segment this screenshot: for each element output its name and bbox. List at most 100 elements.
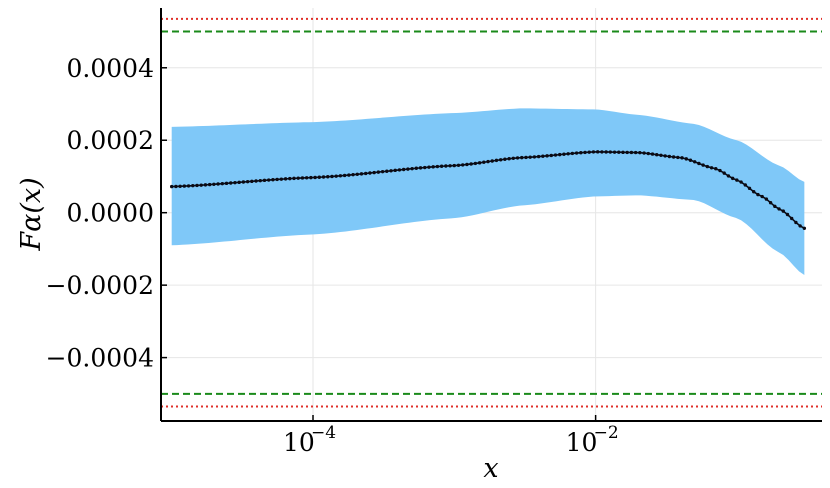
central-value-point: [191, 183, 195, 188]
central-value-point: [182, 184, 187, 188]
central-value-point: [220, 181, 225, 186]
central-value-point: [773, 204, 777, 209]
central-value-point: [288, 176, 292, 181]
central-value-point: [279, 177, 284, 181]
central-value-point: [448, 164, 452, 168]
central-value-point: [511, 156, 516, 160]
central-value-point: [233, 180, 237, 185]
central-value-point: [532, 155, 537, 159]
central-value-point: [566, 152, 570, 156]
central-value-point: [756, 192, 760, 197]
central-value-point: [747, 186, 752, 191]
central-value-point: [245, 179, 250, 184]
central-value-point: [439, 164, 444, 168]
central-value-point: [216, 182, 220, 186]
central-value-point: [389, 169, 393, 173]
central-value-point: [423, 165, 427, 170]
central-value-point: [760, 194, 764, 199]
central-value-point: [562, 152, 566, 156]
central-value-point: [794, 220, 798, 225]
central-value-point: [659, 153, 663, 158]
central-value-point: [528, 155, 532, 159]
x-tick-label-exponent: −4: [311, 423, 336, 443]
y-tick-label: −0.0004: [46, 344, 154, 373]
central-value-point: [254, 179, 258, 183]
central-value-point: [642, 151, 646, 155]
central-value-point: [515, 156, 520, 160]
central-value-point: [385, 169, 389, 173]
central-value-point: [726, 174, 731, 178]
y-tick-label: −0.0002: [46, 271, 154, 300]
central-value-point: [250, 179, 254, 184]
central-value-point: [680, 156, 684, 160]
central-value-point: [650, 152, 655, 156]
central-value-point: [321, 175, 326, 179]
central-value-point: [397, 168, 402, 172]
central-value-point: [587, 150, 591, 154]
central-value-point: [709, 166, 714, 170]
central-value-point: [625, 150, 629, 155]
central-value-point: [604, 150, 608, 154]
central-value-point: [739, 180, 743, 184]
central-value-point: [304, 176, 309, 180]
central-value-point: [313, 175, 317, 180]
central-value-point: [541, 154, 545, 158]
central-value-point: [612, 150, 617, 154]
central-value-point: [617, 150, 621, 154]
central-value-point: [444, 164, 448, 168]
x-tick-label: 10−2: [566, 423, 619, 457]
central-value-point: [667, 154, 672, 159]
central-value-point: [553, 153, 558, 157]
central-value-point: [663, 154, 667, 158]
central-value-point: [212, 182, 216, 186]
central-value-point: [418, 166, 423, 170]
central-value-point: [600, 150, 604, 154]
central-value-point: [401, 167, 406, 172]
central-value-point: [638, 150, 642, 155]
central-value-point: [376, 170, 381, 174]
central-value-point: [452, 163, 456, 168]
central-value-point: [414, 166, 419, 170]
central-value-point: [292, 176, 296, 181]
x-tick-label-base: 10: [283, 428, 315, 457]
central-value-point: [406, 167, 410, 171]
central-value-point: [241, 180, 246, 184]
x-tick-label-base: 10: [566, 428, 598, 457]
reference-lines-layer: [161, 17, 822, 408]
central-value-point: [676, 155, 680, 160]
central-value-point: [520, 155, 524, 160]
central-value-point: [701, 163, 705, 167]
central-value-point: [646, 151, 650, 156]
central-value-point: [764, 197, 769, 201]
central-value-point: [743, 183, 747, 187]
central-value-point: [195, 183, 199, 188]
central-value-point: [536, 154, 541, 159]
central-value-point: [334, 174, 338, 178]
central-value-point: [237, 180, 241, 185]
central-value-point: [752, 190, 756, 194]
central-value-point: [777, 207, 781, 211]
central-value-point: [671, 155, 676, 159]
central-value-point: [490, 159, 494, 163]
central-value-point: [768, 201, 773, 205]
central-value-point: [621, 150, 625, 155]
central-value-point: [473, 161, 478, 166]
central-value-point: [262, 178, 267, 183]
central-value-point: [735, 178, 739, 182]
central-value-point: [789, 216, 794, 221]
central-value-point: [410, 166, 414, 171]
central-value-point: [633, 150, 638, 155]
central-value-point: [351, 172, 355, 177]
central-value-point: [326, 175, 330, 179]
central-value-point: [309, 175, 313, 180]
central-value-point: [229, 181, 233, 185]
central-value-point: [203, 183, 208, 187]
central-value-point: [595, 150, 600, 154]
central-value-point: [178, 184, 182, 188]
central-value-point: [498, 158, 503, 162]
central-value-point: [355, 172, 359, 176]
x-tick-label-exponent: −2: [594, 423, 619, 443]
central-value-point: [258, 178, 262, 183]
central-value-point: [718, 168, 722, 173]
